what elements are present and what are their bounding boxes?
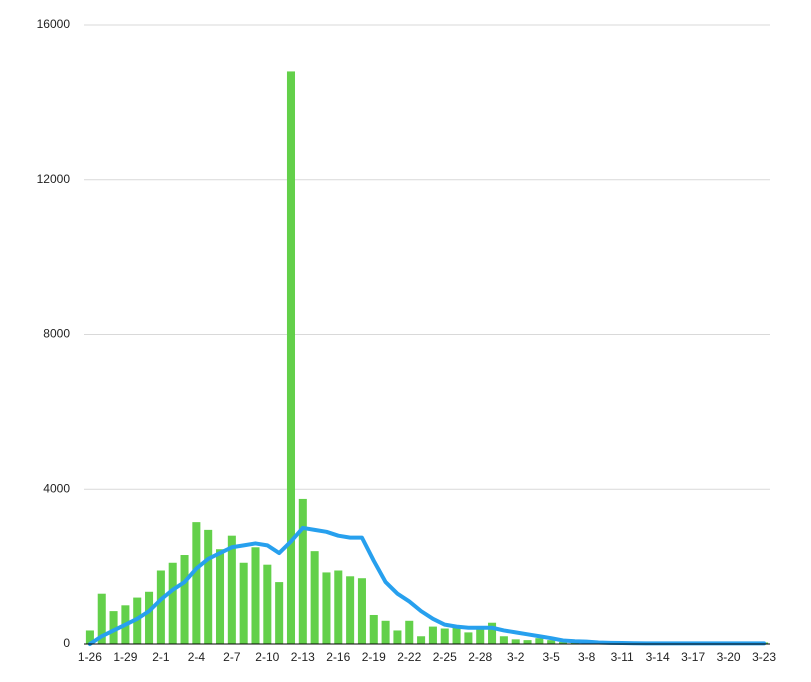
bar xyxy=(381,620,390,644)
bar xyxy=(535,638,544,644)
x-tick-label: 2-10 xyxy=(255,650,279,664)
y-tick-label: 16000 xyxy=(37,17,71,31)
x-tick-label: 2-4 xyxy=(188,650,206,664)
x-tick-label: 3-20 xyxy=(717,650,741,664)
bar xyxy=(440,628,449,644)
x-tick-label: 3-2 xyxy=(507,650,525,664)
x-tick-label: 3-14 xyxy=(646,650,670,664)
x-tick-label: 3-17 xyxy=(681,650,705,664)
bar xyxy=(275,582,284,644)
x-tick-label: 2-13 xyxy=(291,650,315,664)
bar xyxy=(286,71,296,645)
bar xyxy=(523,640,532,644)
line xyxy=(87,525,767,646)
bar xyxy=(499,636,508,644)
bar xyxy=(298,498,307,644)
bar xyxy=(357,578,366,644)
x-tick-label: 3-11 xyxy=(611,650,634,664)
y-tick-label: 4000 xyxy=(43,481,70,495)
x-tick-label: 1-29 xyxy=(113,650,137,664)
y-tick-label: 0 xyxy=(63,636,70,650)
bar xyxy=(85,630,94,644)
y-tick-label: 12000 xyxy=(37,172,71,186)
bar xyxy=(156,570,165,644)
bar xyxy=(452,626,461,644)
bar xyxy=(109,611,118,644)
bar xyxy=(215,549,225,644)
bar xyxy=(393,630,402,644)
bar xyxy=(310,551,319,644)
x-tick-label: 3-23 xyxy=(752,650,776,664)
bar xyxy=(428,626,437,644)
x-tick-label: 2-1 xyxy=(152,650,170,664)
y-tick-label: 8000 xyxy=(43,327,70,341)
bar xyxy=(369,614,378,644)
bar xyxy=(334,570,343,644)
bar xyxy=(547,640,556,644)
bar xyxy=(488,622,497,644)
x-tick-label: 2-22 xyxy=(397,650,421,664)
bar xyxy=(192,522,201,644)
bar xyxy=(204,529,213,644)
bar xyxy=(322,572,331,644)
x-tick-label: 3-8 xyxy=(578,650,596,664)
x-tick-label: 2-28 xyxy=(468,650,492,664)
bar xyxy=(558,642,568,644)
bar xyxy=(168,562,177,644)
bar xyxy=(251,547,260,644)
bar xyxy=(464,632,473,644)
bar xyxy=(97,593,106,644)
x-tick-label: 2-19 xyxy=(362,650,386,664)
x-tick-label: 2-16 xyxy=(326,650,350,664)
bar xyxy=(511,639,520,644)
x-tick-label: 2-7 xyxy=(223,650,241,664)
bar xyxy=(227,535,236,644)
bar xyxy=(417,636,426,644)
x-tick-label: 2-25 xyxy=(433,650,457,664)
bar xyxy=(145,591,154,644)
bar xyxy=(263,564,272,644)
bar xyxy=(180,555,189,644)
x-tick-label: 1-26 xyxy=(78,650,102,664)
bar xyxy=(239,562,248,644)
bar xyxy=(405,620,414,644)
x-tick-label: 3-5 xyxy=(543,650,561,664)
bar xyxy=(476,627,485,644)
bar xyxy=(346,576,355,644)
